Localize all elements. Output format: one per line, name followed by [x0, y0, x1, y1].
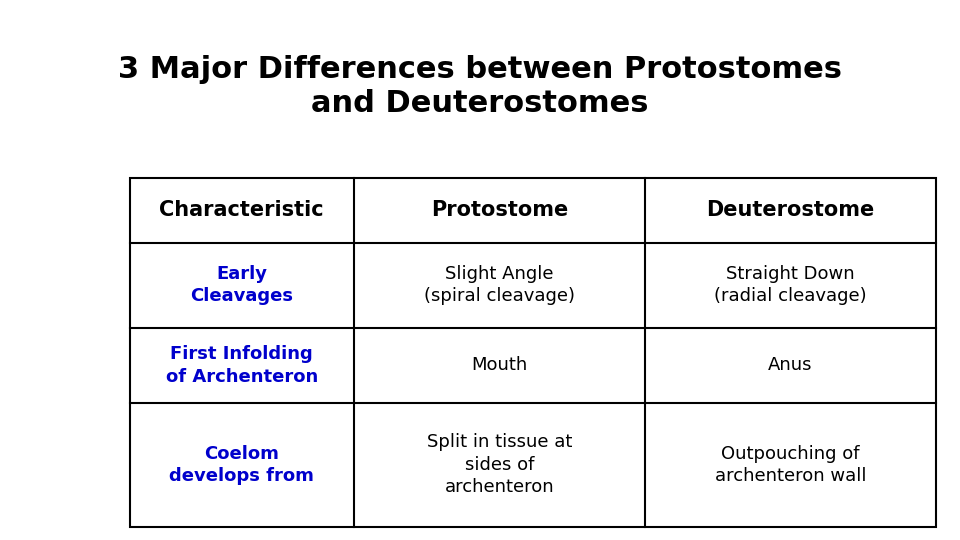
Text: Straight Down
(radial cleavage): Straight Down (radial cleavage)	[714, 265, 867, 306]
Text: Protostome: Protostome	[431, 200, 568, 220]
Text: Characteristic: Characteristic	[159, 200, 324, 220]
Bar	[130, 178, 936, 526]
Text: Early
Cleavages: Early Cleavages	[190, 265, 293, 306]
Text: Outpouching of
archenteron wall: Outpouching of archenteron wall	[714, 444, 866, 485]
Text: Coelom
develops from: Coelom develops from	[169, 444, 314, 485]
Text: First Infolding
of Archenteron: First Infolding of Archenteron	[165, 345, 318, 386]
Text: Anus: Anus	[768, 356, 813, 374]
Text: Split in tissue at
sides of
archenteron: Split in tissue at sides of archenteron	[426, 434, 572, 496]
Text: 3 Major Differences between Protostomes
and Deuterostomes: 3 Major Differences between Protostomes …	[118, 55, 842, 118]
Text: Mouth: Mouth	[471, 356, 527, 374]
Text: Slight Angle
(spiral cleavage): Slight Angle (spiral cleavage)	[423, 265, 575, 306]
Text: Deuterostome: Deuterostome	[707, 200, 875, 220]
